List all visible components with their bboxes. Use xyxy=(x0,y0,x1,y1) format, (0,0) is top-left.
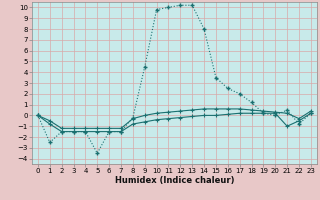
X-axis label: Humidex (Indice chaleur): Humidex (Indice chaleur) xyxy=(115,176,234,185)
